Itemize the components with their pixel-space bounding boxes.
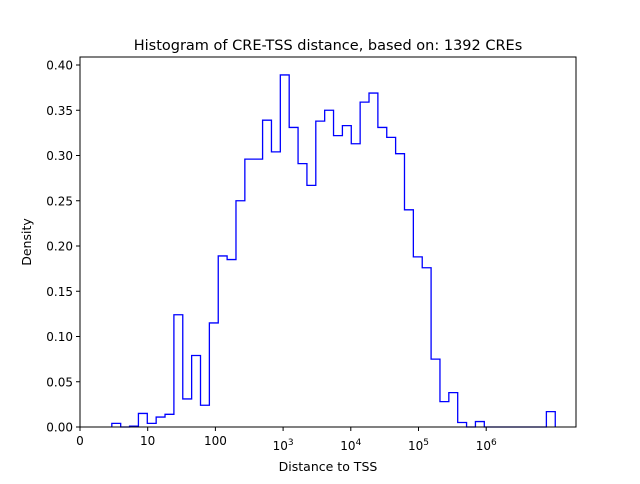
histogram-bin [289,127,298,427]
y-tick-label: 0.10 [46,330,73,344]
y-tick-label: 0.30 [46,149,73,163]
histogram-bin [271,152,280,427]
histogram-bin [360,102,369,427]
histogram-bin [218,256,227,427]
histogram-bin [342,126,351,427]
histogram-bin [254,159,263,427]
x-tick-label: 103 [273,438,294,453]
histogram-bin [475,422,484,427]
histogram-bin [449,393,458,427]
x-tick-label: 106 [476,438,497,453]
histogram-bin [396,154,405,427]
histogram-bin [227,260,236,427]
histogram-bin [387,137,396,427]
histogram-bin [192,356,201,427]
histogram-bin [307,185,316,427]
y-tick-label: 0.15 [46,285,73,299]
histogram-bin [440,402,449,427]
histogram-bin [263,120,272,427]
histogram-bin [183,399,192,427]
plot-frame [79,56,577,428]
y-tick-label: 0.25 [46,194,73,208]
histogram-bin [369,93,378,427]
histogram-bin [404,210,413,427]
histogram-bin [334,136,343,427]
x-axis-label: Distance to TSS [279,459,378,474]
y-axis-label: Density [19,218,34,266]
chart-title: Histogram of CRE-TSS distance, based on:… [134,38,523,54]
histogram-bin [156,417,165,427]
histogram-bin [280,75,289,427]
histogram-bin [546,412,555,427]
histogram-bin [422,268,431,427]
histogram-bin [209,323,218,427]
y-tick-label: 0.05 [46,375,73,389]
histogram-bin [325,110,334,427]
y-tick-label: 0.35 [46,104,73,118]
histogram-bin [378,127,387,427]
x-tick-label: 10 [140,434,155,448]
x-tick-label: 104 [340,438,361,453]
histogram-steps [111,74,556,428]
histogram-bin [431,359,440,427]
y-axis-ticks: 0.00 0.05 0.10 0.15 0.20 0.25 0.30 0.35 0.40 [46,59,80,435]
histogram-bin [245,159,254,427]
x-tick-label: 105 [408,438,429,453]
histogram-step-line [111,74,556,428]
histogram-bin [413,257,422,427]
histogram-bin [201,405,210,427]
histogram-bin [165,414,174,427]
y-tick-label: 0.00 [46,421,73,435]
histogram-bin [458,422,467,427]
histogram-bin [351,144,360,427]
histogram-bin [236,201,245,427]
x-axis-ticks: 0 10 100 103 104 105 106 [76,427,497,453]
y-tick-label: 0.20 [46,240,73,254]
x-tick-label: 100 [204,434,227,448]
y-tick-label: 0.40 [46,59,73,73]
histogram-bin [138,413,147,427]
histogram-bin [298,164,307,427]
x-tick-label: 0 [76,434,84,448]
histogram-bin [174,315,183,427]
histogram-bin [316,121,325,427]
